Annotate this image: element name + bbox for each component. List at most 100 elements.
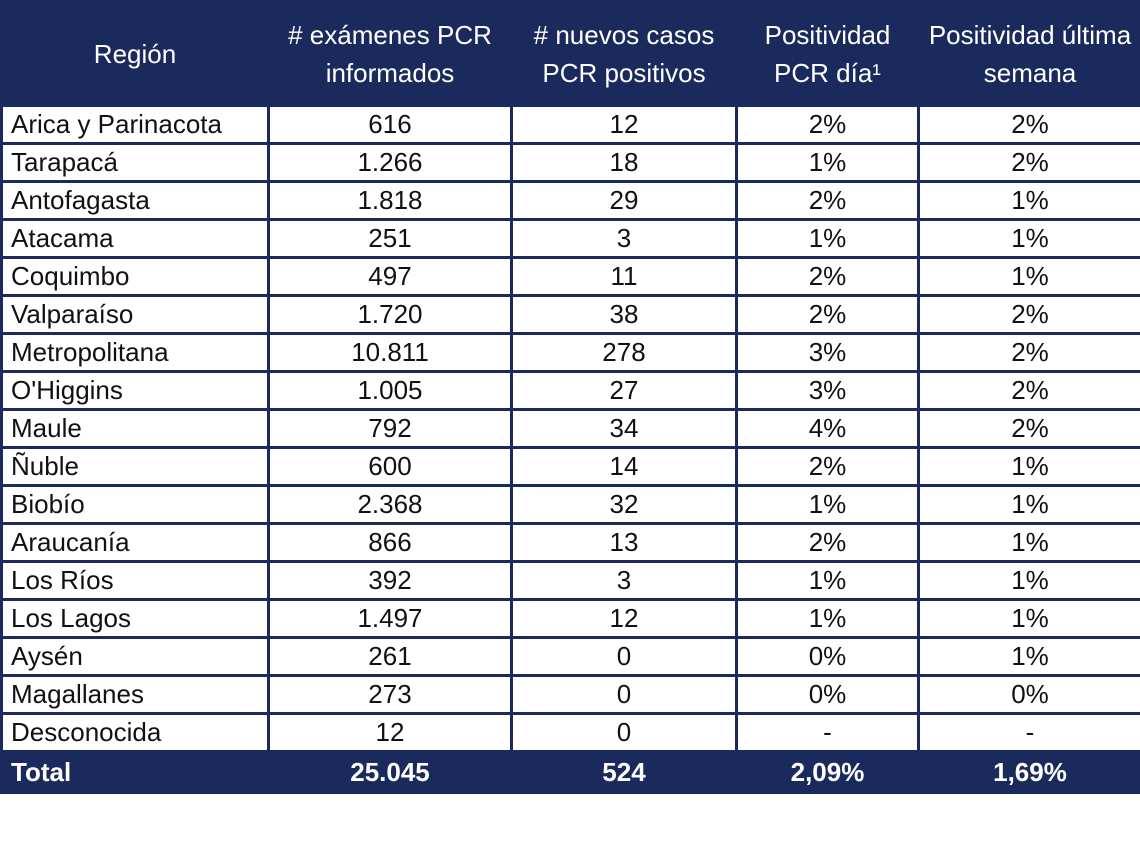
total-cell: 524 [510,750,738,794]
value-cell: 1% [735,598,920,639]
table-row: Arica y Parinacota 616 12 2% 2% [0,104,1140,145]
region-cell: Desconocida [0,712,270,753]
value-cell: 1% [735,560,920,601]
header-row: Región # exámenes PCR informados # nuevos … [0,0,1140,107]
value-cell: 13 [510,522,738,563]
table-row: Aysén 261 0 0% 1% [0,636,1140,677]
value-cell: 278 [510,332,738,373]
value-cell: 2% [917,332,1140,373]
value-cell: 2% [735,522,920,563]
region-cell: Los Lagos [0,598,270,639]
value-cell: 600 [267,446,513,487]
value-cell: 0 [510,636,738,677]
table-row: Metropolitana 10.811 278 3% 2% [0,332,1140,373]
header-cell: Región [0,0,270,107]
value-cell: 2% [917,294,1140,335]
value-cell: 261 [267,636,513,677]
value-cell: 1% [735,484,920,525]
table-row: Valparaíso 1.720 38 2% 2% [0,294,1140,335]
value-cell: 1.497 [267,598,513,639]
table-header: Región # exámenes PCR informados # nuevos … [0,0,1140,107]
value-cell: 1% [917,636,1140,677]
region-cell: Los Ríos [0,560,270,601]
value-cell: 792 [267,408,513,449]
table-row: Biobío 2.368 32 1% 1% [0,484,1140,525]
value-cell: 32 [510,484,738,525]
region-cell: Antofagasta [0,180,270,221]
region-cell: Maule [0,408,270,449]
value-cell: 12 [510,104,738,145]
value-cell: 0% [735,674,920,715]
value-cell: 3% [735,370,920,411]
table-row: Araucanía 866 13 2% 1% [0,522,1140,563]
value-cell: 1% [735,142,920,183]
value-cell: 1.818 [267,180,513,221]
value-cell: 18 [510,142,738,183]
region-cell: Metropolitana [0,332,270,373]
total-cell: 1,69% [917,750,1140,794]
table-row: Atacama 251 3 1% 1% [0,218,1140,259]
value-cell: 1% [917,522,1140,563]
value-cell: 1.005 [267,370,513,411]
total-row: Total 25.045 524 2,09% 1,69% [0,750,1140,794]
region-cell: Tarapacá [0,142,270,183]
value-cell: 0 [510,712,738,753]
region-cell: Ñuble [0,446,270,487]
value-cell: 1% [917,180,1140,221]
region-cell: Araucanía [0,522,270,563]
region-cell: Arica y Parinacota [0,104,270,145]
value-cell: 3% [735,332,920,373]
header-cell: Positividad última semana [917,0,1140,107]
region-cell: Valparaíso [0,294,270,335]
region-cell: Aysén [0,636,270,677]
value-cell: 11 [510,256,738,297]
value-cell: 392 [267,560,513,601]
total-label: Total [0,750,270,794]
value-cell: 1% [917,560,1140,601]
value-cell: 1.266 [267,142,513,183]
value-cell: 1% [917,484,1140,525]
region-cell: Atacama [0,218,270,259]
value-cell: 12 [267,712,513,753]
table-row: Tarapacá 1.266 18 1% 2% [0,142,1140,183]
value-cell: 251 [267,218,513,259]
value-cell: 4% [735,408,920,449]
value-cell: 0% [917,674,1140,715]
value-cell: 12 [510,598,738,639]
region-cell: O'Higgins [0,370,270,411]
value-cell: 1% [735,218,920,259]
value-cell: 2% [917,408,1140,449]
value-cell: 34 [510,408,738,449]
value-cell: - [917,712,1140,753]
table-row: Antofagasta 1.818 29 2% 1% [0,180,1140,221]
value-cell: 29 [510,180,738,221]
value-cell: 0 [510,674,738,715]
value-cell: 497 [267,256,513,297]
value-cell: 2% [735,294,920,335]
value-cell: 3 [510,218,738,259]
table-row: Ñuble 600 14 2% 1% [0,446,1140,487]
value-cell: 1% [917,218,1140,259]
value-cell: 273 [267,674,513,715]
table-body: Arica y Parinacota 616 12 2% 2% Tarapacá 1.266… [0,104,1140,794]
value-cell: 10.811 [267,332,513,373]
value-cell: 2% [917,104,1140,145]
value-cell: 1% [917,446,1140,487]
value-cell: 1.720 [267,294,513,335]
value-cell: 2% [735,256,920,297]
table-row: Coquimbo 497 11 2% 1% [0,256,1140,297]
value-cell: 38 [510,294,738,335]
table-row: Maule 792 34 4% 2% [0,408,1140,449]
table-row: Los Ríos 392 3 1% 1% [0,560,1140,601]
value-cell: 2% [735,104,920,145]
value-cell: 616 [267,104,513,145]
table-row: Los Lagos 1.497 12 1% 1% [0,598,1140,639]
value-cell: 2% [735,180,920,221]
value-cell: 866 [267,522,513,563]
positivity-table: Región # exámenes PCR informados # nuevos … [0,0,1140,794]
header-cell: Positividad PCR día¹ [735,0,920,107]
total-cell: 25.045 [267,750,513,794]
value-cell: 1% [917,256,1140,297]
table-row: O'Higgins 1.005 27 3% 2% [0,370,1140,411]
